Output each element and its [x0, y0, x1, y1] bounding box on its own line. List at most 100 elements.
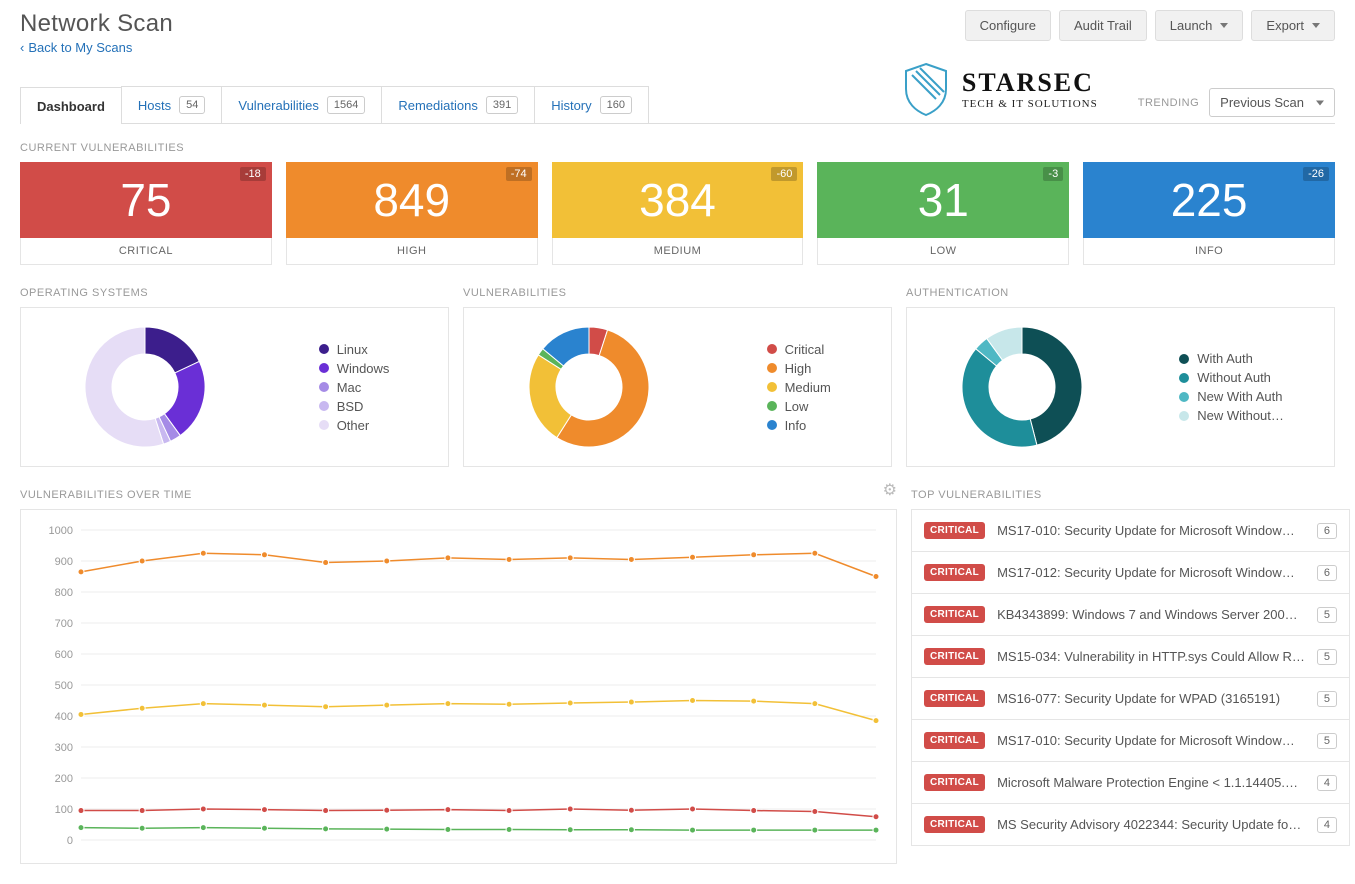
- svg-text:1000: 1000: [49, 525, 73, 537]
- section-current-vulns: CURRENT VULNERABILITIES: [20, 142, 1335, 154]
- legend-dot: [1179, 392, 1189, 402]
- legend-item[interactable]: Mac: [319, 380, 390, 395]
- os-donut-chart: [80, 322, 210, 452]
- severity-badge: CRITICAL: [924, 522, 985, 539]
- card-delta: -74: [506, 167, 532, 181]
- card-label: LOW: [817, 238, 1069, 265]
- vulnerability-row[interactable]: CRITICAL MS17-012: Security Update for Mi…: [911, 551, 1350, 594]
- legend-item[interactable]: Linux: [319, 342, 390, 357]
- configure-button[interactable]: Configure: [965, 10, 1051, 41]
- svg-text:900: 900: [55, 556, 73, 568]
- svg-text:400: 400: [55, 711, 73, 723]
- chevron-left-icon: ‹: [20, 40, 24, 55]
- audit-trail-button[interactable]: Audit Trail: [1059, 10, 1147, 41]
- svg-text:700: 700: [55, 618, 73, 630]
- severity-card[interactable]: 31-3LOW: [817, 162, 1069, 265]
- legend-item[interactable]: New With Auth: [1179, 389, 1284, 404]
- tab-remediations[interactable]: Remediations391: [381, 86, 535, 123]
- severity-badge: CRITICAL: [924, 564, 985, 581]
- legend-item[interactable]: Info: [767, 418, 831, 433]
- export-button[interactable]: Export: [1251, 10, 1335, 41]
- vulnerability-count: 5: [1317, 607, 1337, 623]
- vulnerability-title: MS17-010: Security Update for Microsoft …: [997, 733, 1305, 748]
- gear-icon[interactable]: ⚙: [883, 480, 897, 500]
- card-value: 31: [918, 173, 969, 227]
- vulnerability-row[interactable]: CRITICALMicrosoft Malware Protection Eng…: [911, 761, 1350, 804]
- count-badge: 1564: [327, 96, 365, 114]
- page-title: Network Scan: [20, 10, 173, 38]
- card-delta: -18: [240, 167, 266, 181]
- legend-dot: [319, 420, 329, 430]
- back-link[interactable]: ‹ Back to My Scans: [20, 40, 132, 55]
- severity-cards: 75 -18 CRITICAL 849 -74 HIGH 384-60MEDIUM31-3L…: [20, 162, 1335, 265]
- vulnerability-row[interactable]: CRITICALMS16-077: Security Update for WP…: [911, 677, 1350, 720]
- vulnerability-title: MS16-077: Security Update for WPAD (3165…: [997, 691, 1305, 706]
- legend-dot: [319, 344, 329, 354]
- trending-select[interactable]: Previous Scan: [1209, 88, 1335, 117]
- severity-card[interactable]: 225-26INFO: [1083, 162, 1335, 265]
- tab-vulnerabilities[interactable]: Vulnerabilities1564: [221, 86, 382, 123]
- legend-item[interactable]: High: [767, 361, 831, 376]
- launch-button[interactable]: Launch: [1155, 10, 1244, 41]
- tab-hosts[interactable]: Hosts54: [121, 86, 222, 123]
- legend-label: New With Auth: [1197, 389, 1282, 404]
- tab-history[interactable]: History160: [534, 86, 649, 123]
- legend-label: Mac: [337, 380, 362, 395]
- legend-dot: [319, 382, 329, 392]
- legend-label: With Auth: [1197, 351, 1253, 366]
- severity-card[interactable]: 75 -18 CRITICAL: [20, 162, 272, 265]
- top-vulnerabilities-list: CRITICAL MS17-010: Security Update for Mi…: [911, 509, 1350, 846]
- legend-dot: [1179, 411, 1189, 421]
- severity-badge: CRITICAL: [924, 648, 985, 665]
- legend-label: Windows: [337, 361, 390, 376]
- tab-dashboard[interactable]: Dashboard: [20, 87, 122, 124]
- legend-item[interactable]: Low: [767, 399, 831, 414]
- section-vulns: VULNERABILITIES: [463, 287, 892, 299]
- vulnerability-count: 4: [1317, 817, 1337, 833]
- chevron-down-icon: [1220, 23, 1228, 28]
- card-value: 75: [120, 173, 171, 227]
- vulnerability-title: MS17-012: Security Update for Microsoft …: [997, 565, 1305, 580]
- card-value: 849: [373, 173, 450, 227]
- legend-item[interactable]: Other: [319, 418, 390, 433]
- vulnerability-row[interactable]: CRITICALMS15-034: Vulnerability in HTTP.…: [911, 635, 1350, 678]
- svg-text:200: 200: [55, 773, 73, 785]
- severity-card[interactable]: 384-60MEDIUM: [552, 162, 804, 265]
- legend-dot: [767, 420, 777, 430]
- legend-item[interactable]: With Auth: [1179, 351, 1284, 366]
- card-value: 225: [1171, 173, 1248, 227]
- legend-label: Low: [785, 399, 809, 414]
- vulnerability-row[interactable]: CRITICALMS17-010: Security Update for Mi…: [911, 509, 1350, 552]
- svg-text:600: 600: [55, 649, 73, 661]
- legend-label: Linux: [337, 342, 368, 357]
- vulnerability-row[interactable]: CRITICALKB4343899: Windows 7 and Windows…: [911, 593, 1350, 636]
- legend-dot: [767, 363, 777, 373]
- svg-text:100: 100: [55, 804, 73, 816]
- card-label: HIGH: [286, 238, 538, 265]
- card-label: INFO: [1083, 238, 1335, 265]
- legend-label: Critical: [785, 342, 825, 357]
- legend-item[interactable]: New Without…: [1179, 408, 1284, 423]
- back-link-label: Back to My Scans: [28, 40, 132, 55]
- legend-item[interactable]: BSD: [319, 399, 390, 414]
- legend-item[interactable]: Critical: [767, 342, 831, 357]
- card-label: MEDIUM: [552, 238, 804, 265]
- severity-card[interactable]: 849 -74 HIGH: [286, 162, 538, 265]
- vulnerability-row[interactable]: CRITICALMS17-010: Security Update for Mi…: [911, 719, 1350, 762]
- legend-item[interactable]: Without Auth: [1179, 370, 1284, 385]
- count-badge: 391: [486, 96, 518, 114]
- brand-logo: STARSEC TECH & IT SOLUTIONS: [902, 61, 1098, 123]
- legend-item[interactable]: Medium: [767, 380, 831, 395]
- legend-dot: [1179, 373, 1189, 383]
- section-top-vulns: TOP VULNERABILITIES: [911, 489, 1350, 501]
- legend-label: New Without…: [1197, 408, 1284, 423]
- shield-icon: [902, 61, 950, 117]
- svg-text:0: 0: [67, 835, 73, 847]
- severity-badge: CRITICAL: [924, 816, 985, 833]
- svg-text:800: 800: [55, 587, 73, 599]
- vulnerability-row[interactable]: CRITICALMS Security Advisory 4022344: Se…: [911, 803, 1350, 846]
- card-label: CRITICAL: [20, 238, 272, 265]
- legend-item[interactable]: Windows: [319, 361, 390, 376]
- section-over-time: VULNERABILITIES OVER TIME: [20, 489, 192, 501]
- legend-label: Other: [337, 418, 370, 433]
